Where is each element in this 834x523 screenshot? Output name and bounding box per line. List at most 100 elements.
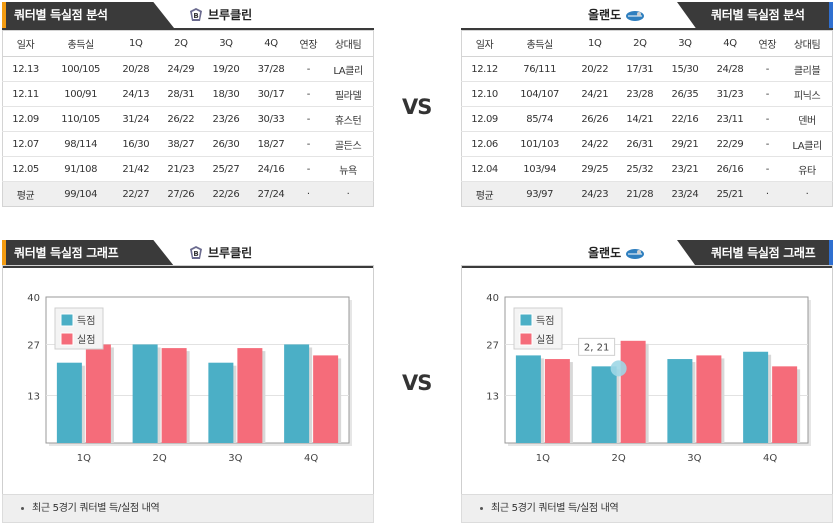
table-cell: 12.10 xyxy=(461,81,508,107)
brooklyn-logo-icon: B xyxy=(190,245,202,259)
average-row: 평균 93/97 24/23 21/28 23/24 25/21 · · xyxy=(461,181,833,207)
left-team[interactable]: B 브루클린 xyxy=(188,6,252,23)
table-cell: 85/74 xyxy=(507,106,573,132)
table-cell: 20/28 xyxy=(113,56,159,82)
table-cell[interactable]: LA클리 xyxy=(782,131,833,157)
table-cell[interactable]: 덴버 xyxy=(782,106,833,132)
table-cell[interactable]: 피닉스 xyxy=(782,81,833,107)
column-header: 4Q xyxy=(248,30,294,57)
table-cell[interactable]: 클리블 xyxy=(782,56,833,82)
table-row: 12.04 103/94 29/25 25/32 23/21 26/16- 유타 xyxy=(461,156,833,182)
legend-label: 득점 xyxy=(77,315,95,327)
left-graph-team[interactable]: B 브루클린 xyxy=(188,244,252,261)
table-cell[interactable]: 골든스 xyxy=(323,131,374,157)
table-row: 12.13 100/105 20/28 24/29 19/20 37/28- LA클리 xyxy=(2,56,374,82)
bar-scored-2Q[interactable] xyxy=(132,344,158,443)
column-header: 4Q xyxy=(707,30,753,57)
x-tick-label: 3Q xyxy=(687,453,701,464)
table-row: 12.09 110/105 31/24 26/22 23/26 30/33- 휴스턴 xyxy=(2,106,374,132)
brooklyn-logo-icon: B xyxy=(190,7,202,21)
table-cell[interactable]: LA클리 xyxy=(323,56,374,82)
table-cell: 26/31 xyxy=(617,131,663,157)
table-cell[interactable]: 뉴욕 xyxy=(323,156,374,182)
column-header: 3Q xyxy=(203,30,249,57)
bar-scored-1Q[interactable] xyxy=(515,355,541,443)
table-row: 12.05 91/108 21/42 21/23 25/27 24/16- 뉴욕 xyxy=(2,156,374,182)
table-cell: 24/13 xyxy=(113,81,159,107)
left-graph-header: 쿼터별 득실점 그래프 B 브루클린 xyxy=(2,240,374,268)
table-cell: 12.11 xyxy=(2,81,49,107)
bar-allowed-4Q[interactable] xyxy=(313,355,339,443)
bar-scored-4Q[interactable] xyxy=(743,351,769,443)
table-cell: 24/21 xyxy=(572,81,618,107)
right-footer: 최근 5경기 쿼터별 득/실점 내역 xyxy=(461,494,833,523)
table-cell: 15/30 xyxy=(662,56,708,82)
bar-scored-3Q[interactable] xyxy=(667,359,693,443)
table-cell: 25/32 xyxy=(617,156,663,182)
legend-swatch xyxy=(60,313,74,327)
table-cell[interactable]: 필라델 xyxy=(323,81,374,107)
average-cell: · xyxy=(323,181,374,207)
bar-allowed-3Q[interactable] xyxy=(237,348,263,443)
column-header: 1Q xyxy=(113,30,159,57)
column-header: 2Q xyxy=(158,30,204,57)
bar-scored-2Q[interactable] xyxy=(591,366,617,443)
left-title-bar: 쿼터별 득실점 분석 B 브루클린 xyxy=(2,2,374,30)
bar-allowed-2Q[interactable] xyxy=(620,340,646,443)
y-tick-label: 13 xyxy=(27,392,40,403)
left-analysis-panel: 쿼터별 득실점 분석 B 브루클린 일자 총득실 1Q 2Q 3Q 4Q 연장 상대팀 12.1… xyxy=(2,2,374,207)
table-cell[interactable]: 유타 xyxy=(782,156,833,182)
bar-allowed-2Q[interactable] xyxy=(161,348,187,443)
bar-scored-4Q[interactable] xyxy=(284,344,310,443)
table-cell: - xyxy=(293,81,324,107)
average-cell: 27/24 xyxy=(248,181,294,207)
x-tick-label: 1Q xyxy=(536,453,550,464)
bar-allowed-3Q[interactable] xyxy=(696,355,722,443)
x-tick-label: 2Q xyxy=(612,453,626,464)
bar-scored-3Q[interactable] xyxy=(208,362,234,443)
left-accent xyxy=(2,2,6,28)
column-header: 연장 xyxy=(293,30,324,57)
average-cell: 22/27 xyxy=(113,181,159,207)
svg-text:B: B xyxy=(193,250,198,258)
average-cell: 22/26 xyxy=(203,181,249,207)
right-graph-team-name: 올랜도 xyxy=(588,246,622,260)
bar-allowed-1Q[interactable] xyxy=(85,344,111,443)
table-cell: 22/29 xyxy=(707,131,753,157)
column-header: 상대팀 xyxy=(782,30,833,57)
table-cell: 12.07 xyxy=(2,131,49,157)
table-row: 12.06 101/103 24/22 26/31 29/21 22/29- LA클리 xyxy=(461,131,833,157)
legend-label: 실점 xyxy=(536,334,554,346)
bar-scored-1Q[interactable] xyxy=(56,362,82,443)
table-cell: 76/111 xyxy=(507,56,573,82)
average-cell: 25/21 xyxy=(707,181,753,207)
table-cell: 24/29 xyxy=(158,56,204,82)
table-cell: 29/25 xyxy=(572,156,618,182)
average-cell: 24/23 xyxy=(572,181,618,207)
table-cell: - xyxy=(293,106,324,132)
average-cell: 27/26 xyxy=(158,181,204,207)
bar-allowed-4Q[interactable] xyxy=(772,366,798,443)
x-tick-label: 3Q xyxy=(228,453,242,464)
table-cell: 12.04 xyxy=(461,156,508,182)
table-cell[interactable]: 휴스턴 xyxy=(323,106,374,132)
tooltip-text: 2, 21 xyxy=(584,342,609,353)
table-cell: - xyxy=(752,106,783,132)
y-tick-label: 40 xyxy=(486,293,499,304)
table-cell: 23/21 xyxy=(662,156,708,182)
right-team[interactable]: 올랜도 xyxy=(588,6,645,23)
table-cell: 16/30 xyxy=(113,131,159,157)
table-cell: 23/11 xyxy=(707,106,753,132)
right-graph-team[interactable]: 올랜도 xyxy=(588,244,645,261)
bar-allowed-1Q[interactable] xyxy=(544,359,570,443)
legend-swatch xyxy=(60,332,74,346)
column-header: 1Q xyxy=(572,30,618,57)
y-tick-label: 40 xyxy=(27,293,40,304)
table-cell: 25/27 xyxy=(203,156,249,182)
right-stats-table: 일자 총득실 1Q 2Q 3Q 4Q 연장 상대팀 12.12 76/111 20/22 17/31 1… xyxy=(461,30,833,207)
table-cell: - xyxy=(293,131,324,157)
orlando-logo-icon xyxy=(626,10,645,21)
right-graph-header: 쿼터별 득실점 그래프 올랜도 xyxy=(461,240,833,268)
